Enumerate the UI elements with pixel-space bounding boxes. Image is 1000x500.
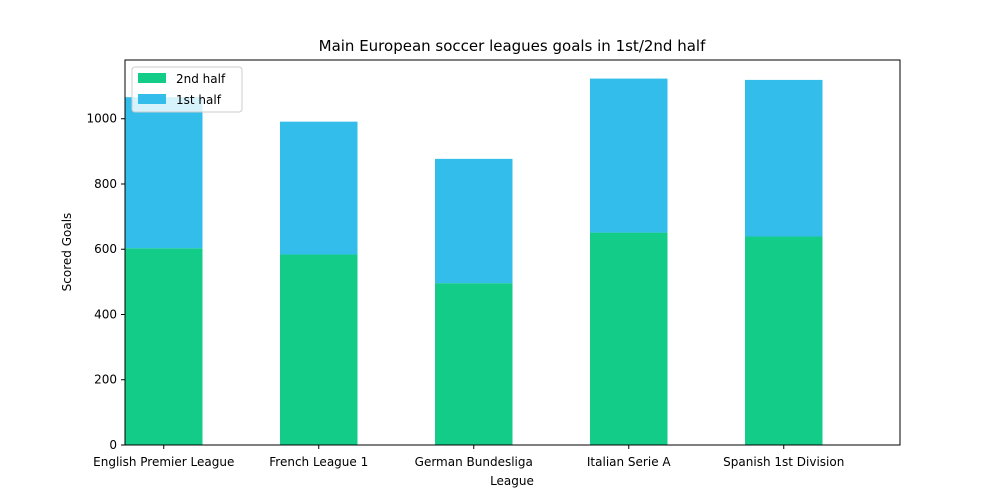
y-tick-label: 800 xyxy=(94,177,117,191)
bars-group xyxy=(125,78,823,445)
x-axis-ticks: English Premier League French League 1 Ger… xyxy=(93,445,844,469)
chart-title: Main European soccer leagues goals in 1s… xyxy=(319,37,706,55)
y-tick-label: 200 xyxy=(94,373,117,387)
legend-label: 2nd half xyxy=(176,72,226,86)
plot-frame xyxy=(124,59,901,446)
y-tick-label: 600 xyxy=(94,242,117,256)
legend: 2nd half 1st half xyxy=(131,66,243,113)
y-tick-label: 1000 xyxy=(86,112,117,126)
bar-second-half-1 xyxy=(280,254,358,445)
bar-second-half-2 xyxy=(435,283,513,445)
bar-first-half-2 xyxy=(435,158,513,284)
bar-second-half-3 xyxy=(590,232,668,445)
x-axis-label: League xyxy=(490,474,534,488)
y-axis-label: Scored Goals xyxy=(60,213,74,292)
bar-first-half-3 xyxy=(590,78,668,233)
x-tick-label: Spanish 1st Division xyxy=(723,455,844,469)
bar-first-half-4 xyxy=(745,79,823,237)
x-tick-label: Italian Serie A xyxy=(587,455,672,469)
legend-swatch xyxy=(138,73,166,83)
legend-label: 1st half xyxy=(176,93,222,107)
bar-second-half-4 xyxy=(745,236,823,445)
bar-first-half-1 xyxy=(280,121,358,255)
y-tick-label: 400 xyxy=(94,307,117,321)
y-axis-ticks: 0 200 400 600 800 1000 xyxy=(86,112,125,452)
x-tick-label: German Bundesliga xyxy=(415,455,533,469)
x-tick-label: French League 1 xyxy=(269,455,368,469)
bar-first-half-0 xyxy=(125,97,203,249)
legend-swatch xyxy=(138,94,166,104)
x-tick-label: English Premier League xyxy=(93,455,234,469)
y-tick-label: 0 xyxy=(109,438,117,452)
bar-second-half-0 xyxy=(125,248,203,445)
